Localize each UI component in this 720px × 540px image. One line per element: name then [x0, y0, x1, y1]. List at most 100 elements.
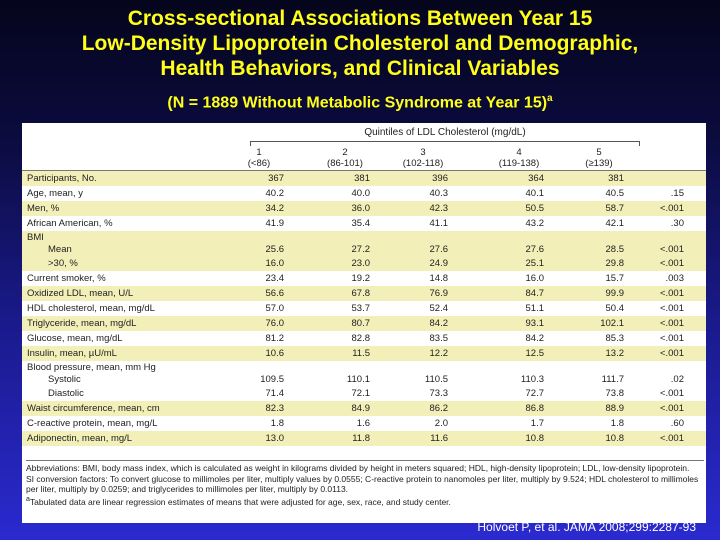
cell-q2: 67.8	[351, 288, 371, 299]
cell-q4: 25.1	[525, 258, 545, 269]
row-label: Adiponectin, mean, mg/L	[27, 433, 133, 444]
row-label: Men, %	[27, 203, 60, 214]
row-label: Insulin, mean, µU/mL	[27, 348, 117, 359]
cell-q3: 24.9	[429, 258, 449, 269]
subtitle-text: (N = 1889 Without Metabolic Syndrome at …	[167, 94, 548, 112]
row-label: Participants, No.	[27, 173, 97, 184]
cell-q2: 80.7	[351, 318, 371, 329]
table-row: Diastolic 71.4 72.1 73.3 72.7 73.8 <.001	[22, 386, 706, 401]
column-range: (≥139)	[585, 158, 613, 169]
cell-q2: 110.1	[346, 374, 370, 385]
cell-q2: 35.4	[351, 218, 371, 229]
row-label: Age, mean, y	[27, 188, 83, 199]
cell-q3: 396	[432, 173, 448, 184]
cell-q5: 88.9	[605, 403, 625, 414]
cell-q1: 109.5	[260, 374, 284, 385]
cell-q4: 84.2	[525, 333, 545, 344]
cell-p-value: <.001	[659, 318, 684, 329]
table-footnotes: Abbreviations: BMI, body mass index, whi…	[26, 460, 704, 507]
footnote-si-conversion: SI conversion factors: To convert glucos…	[26, 473, 699, 495]
column-number: 4	[516, 147, 522, 158]
cell-q5: 99.9	[605, 288, 625, 299]
table-row: Triglyceride, mean, mg/dL 76.0 80.7 84.2…	[22, 316, 706, 331]
cell-q1: 1.8	[270, 418, 284, 429]
cell-q1: 23.4	[265, 273, 285, 284]
row-label: Diastolic	[48, 388, 84, 399]
column-range: (<86)	[247, 158, 271, 169]
quintiles-header: Quintiles of LDL Cholesterol (mg/dL)	[364, 127, 526, 138]
row-label: Glucose, mean, mg/dL	[27, 333, 123, 344]
row-label: Systolic	[48, 374, 81, 385]
cell-p-value: .02	[670, 374, 684, 385]
cell-q2: 23.0	[351, 258, 371, 269]
cell-q5: 29.8	[605, 258, 625, 269]
cell-q4: 110.3	[520, 374, 544, 385]
cell-p-value: .30	[670, 218, 684, 229]
cell-q1: 81.2	[265, 333, 285, 344]
cell-p-value: <.001	[659, 388, 684, 399]
cell-q1: 76.0	[265, 318, 285, 329]
table-body: Participants, No. 367 381 396 364 381 Ag…	[22, 171, 706, 446]
row-label: HDL cholesterol, mean, mg/dL	[27, 303, 155, 314]
cell-q1: 25.6	[265, 244, 285, 255]
cell-q3: 110.5	[424, 374, 448, 385]
cell-q1: 10.6	[265, 348, 285, 359]
cell-q2: 11.5	[352, 348, 370, 359]
bracket-tick-left	[250, 141, 251, 146]
subtitle-footnote-mark: a	[547, 93, 553, 104]
row-label: African American, %	[27, 218, 113, 229]
cell-q2: 381	[354, 173, 370, 184]
table-row: Insulin, mean, µU/mL 10.6 11.5 12.2 12.5…	[22, 346, 706, 361]
cell-q3: 12.2	[429, 348, 449, 359]
cell-q4: 50.5	[525, 203, 545, 214]
table-row: >30, % 16.0 23.0 24.9 25.1 29.8 <.001	[22, 256, 706, 271]
cell-p-value: <.001	[659, 203, 684, 214]
footnote-a: aTabulated data are linear regression es…	[26, 495, 704, 507]
cell-q1: 16.0	[265, 258, 285, 269]
cell-q2: 36.0	[351, 203, 371, 214]
cell-q5: 15.7	[605, 273, 625, 284]
table-row: BMI Mean 25.6 27.2 27.6 27.6 28.5 <.001	[22, 231, 706, 256]
table-row: Blood pressure, mean, mm Hg Systolic 109…	[22, 361, 706, 386]
cell-q2: 84.9	[351, 403, 371, 414]
title-line-3: Health Behaviors, and Clinical Variables	[160, 57, 560, 80]
row-group-label: Blood pressure, mean, mm Hg	[27, 362, 156, 373]
cell-p-value: <.001	[659, 403, 684, 414]
cell-p-value: .60	[670, 418, 684, 429]
table-row: Men, % 34.2 36.0 42.3 50.5 58.7 <.001	[22, 201, 706, 216]
column-number: 3	[420, 147, 426, 158]
cell-q1: 13.0	[265, 433, 285, 444]
cell-q1: 40.2	[265, 188, 285, 199]
cell-q4: 86.8	[525, 403, 545, 414]
cell-q3: 14.8	[429, 273, 449, 284]
cell-q4: 72.7	[525, 388, 545, 399]
column-header-4: 4 (119-138)	[484, 147, 554, 169]
cell-q5: 58.7	[605, 203, 625, 214]
table-row: C-reactive protein, mean, mg/L 1.8 1.6 2…	[22, 416, 706, 431]
cell-q1: 41.9	[265, 218, 285, 229]
row-label: Triglyceride, mean, mg/dL	[27, 318, 137, 329]
column-range: (119-138)	[498, 158, 540, 169]
cell-p-value: <.001	[659, 288, 684, 299]
cell-q5: 50.4	[605, 303, 625, 314]
cell-q1: 34.2	[265, 203, 285, 214]
table-row: HDL cholesterol, mean, mg/dL 57.0 53.7 5…	[22, 301, 706, 316]
cell-q4: 1.7	[530, 418, 544, 429]
cell-q3: 83.5	[429, 333, 449, 344]
cell-p-value: <.001	[659, 333, 684, 344]
title-line-2: Low-Density Lipoprotein Cholesterol and …	[81, 32, 639, 55]
cell-q2: 53.7	[351, 303, 371, 314]
cell-p-value: .003	[665, 273, 685, 284]
cell-q4: 93.1	[525, 318, 545, 329]
data-table: Quintiles of LDL Cholesterol (mg/dL) 1 (<…	[22, 123, 706, 523]
cell-q4: 51.1	[525, 303, 545, 314]
cell-q1: 71.4	[265, 388, 285, 399]
cell-q4: 43.2	[525, 218, 545, 229]
cell-q1: 56.6	[265, 288, 285, 299]
cell-q5: 10.8	[605, 433, 625, 444]
cell-q1: 367	[268, 173, 284, 184]
slide-subtitle: (N = 1889 Without Metabolic Syndrome at …	[0, 93, 720, 112]
cell-q4: 10.8	[525, 433, 545, 444]
column-range: (86-101)	[327, 158, 363, 169]
cell-q3: 73.3	[429, 388, 449, 399]
